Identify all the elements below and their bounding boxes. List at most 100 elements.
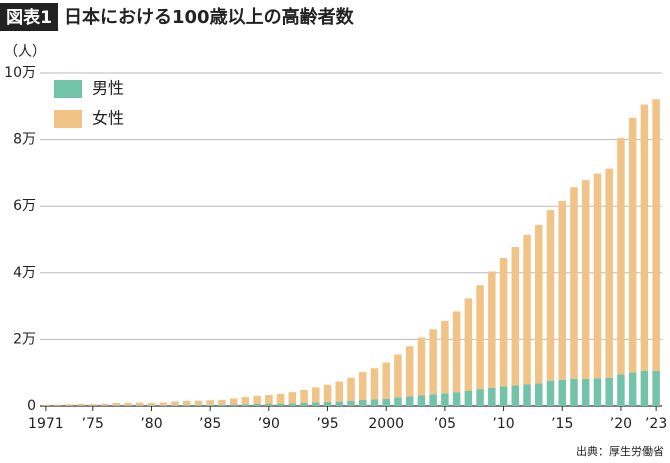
legend-label: 女性 bbox=[92, 109, 124, 128]
bar-segment bbox=[476, 285, 484, 390]
bar-segment bbox=[147, 405, 156, 406]
bar-segment bbox=[135, 405, 144, 406]
bar-segment bbox=[394, 354, 402, 398]
bar-segment bbox=[464, 298, 473, 391]
bar-segment bbox=[523, 384, 531, 406]
bar-segment bbox=[182, 400, 191, 406]
bar-segment bbox=[370, 368, 379, 400]
bar-segment bbox=[288, 392, 297, 404]
x-tick-label: ’75 bbox=[82, 416, 104, 432]
bar-segment bbox=[241, 397, 250, 405]
bar-segment bbox=[593, 378, 602, 406]
bar-segment bbox=[171, 401, 179, 406]
x-tick-label: ’95 bbox=[316, 416, 338, 432]
bar-segment bbox=[323, 401, 332, 406]
figure-label-box bbox=[0, 3, 58, 31]
bar-segment bbox=[335, 381, 344, 402]
bar-segment bbox=[218, 404, 226, 406]
chart-title: 日本における100歳以上の高齢者数 bbox=[64, 6, 355, 28]
bar-segment bbox=[159, 405, 167, 406]
bar-segment bbox=[265, 403, 273, 406]
x-tick-label: ’85 bbox=[199, 416, 221, 432]
x-tick-label: 1971 bbox=[28, 416, 64, 432]
bar-segment bbox=[42, 404, 50, 406]
bar-segment bbox=[452, 392, 461, 406]
bar-segment bbox=[417, 337, 426, 396]
bar-segment bbox=[53, 404, 62, 406]
bar-segment bbox=[382, 398, 390, 406]
bar-segment bbox=[628, 372, 637, 406]
y-tick-label: 8万 bbox=[13, 132, 36, 148]
y-tick-label: 6万 bbox=[13, 198, 36, 214]
bar-segment bbox=[241, 404, 250, 406]
bar-segment bbox=[640, 104, 649, 371]
bar-segment bbox=[535, 383, 543, 406]
bar-segment bbox=[394, 397, 402, 406]
bar-segment bbox=[206, 400, 214, 405]
y-tick-label: 4万 bbox=[13, 265, 36, 281]
legend-swatch bbox=[54, 110, 82, 128]
bar-segment bbox=[652, 370, 660, 406]
bar-segment bbox=[253, 395, 261, 404]
bar-segment bbox=[605, 377, 613, 406]
x-tick-label: ’80 bbox=[140, 416, 162, 432]
bar-segment bbox=[358, 372, 367, 400]
bar-segment bbox=[605, 168, 613, 378]
bar-segment bbox=[229, 404, 238, 406]
bar-segment bbox=[546, 380, 555, 406]
bar-segment bbox=[499, 386, 508, 406]
y-tick-label: 0 bbox=[27, 398, 36, 414]
bar-segment bbox=[417, 395, 426, 406]
bar-segment bbox=[288, 403, 297, 406]
bar-segment bbox=[488, 271, 496, 388]
bar-segment bbox=[370, 399, 379, 406]
figure-label: 図表1 bbox=[6, 7, 52, 28]
bar-segment bbox=[218, 399, 226, 405]
bar-segment bbox=[488, 387, 496, 406]
bar-segment bbox=[312, 387, 320, 403]
bar-segment bbox=[511, 385, 520, 406]
bar-segment bbox=[335, 401, 344, 406]
x-tick-label: ’10 bbox=[492, 416, 514, 432]
bar-segment bbox=[253, 403, 261, 406]
bar-segment bbox=[617, 374, 625, 406]
y-axis-label: （人） bbox=[4, 44, 46, 60]
bar-segment bbox=[617, 138, 625, 375]
bar-segment bbox=[194, 405, 203, 406]
x-tick-label: 2000 bbox=[368, 416, 404, 432]
legend-label: 男性 bbox=[92, 79, 124, 98]
bar-segment bbox=[628, 117, 637, 373]
bar-segment bbox=[347, 377, 355, 401]
bar-segment bbox=[523, 234, 531, 385]
bar-segment bbox=[323, 384, 332, 402]
bar-segment bbox=[135, 402, 144, 406]
bar-segment bbox=[429, 394, 437, 406]
bar-segment bbox=[441, 320, 449, 394]
bar-segment bbox=[535, 224, 543, 384]
bar-segment bbox=[194, 400, 203, 406]
bar-segment bbox=[100, 403, 109, 406]
x-tick-label: ’90 bbox=[258, 416, 280, 432]
bar-segment bbox=[124, 402, 132, 406]
bar-segment bbox=[570, 187, 578, 379]
bar-segment bbox=[300, 390, 308, 403]
bar-segment bbox=[65, 404, 74, 406]
bar-segment bbox=[652, 99, 660, 371]
bar-segment bbox=[159, 402, 167, 406]
bar-segment bbox=[147, 402, 156, 406]
bar-segment bbox=[452, 311, 461, 393]
bar-segment bbox=[206, 404, 214, 406]
x-tick-label: ’05 bbox=[434, 416, 456, 432]
bar-segment bbox=[347, 400, 355, 406]
bar-segment bbox=[276, 403, 285, 406]
bar-segment bbox=[405, 396, 414, 406]
bar-segment bbox=[312, 402, 320, 406]
bar-segment bbox=[89, 404, 97, 406]
bar-segment bbox=[511, 246, 520, 386]
bar-segment bbox=[546, 210, 555, 381]
y-tick-label: 2万 bbox=[13, 331, 36, 347]
bar-segment bbox=[464, 390, 473, 406]
bar-segment bbox=[229, 398, 238, 405]
